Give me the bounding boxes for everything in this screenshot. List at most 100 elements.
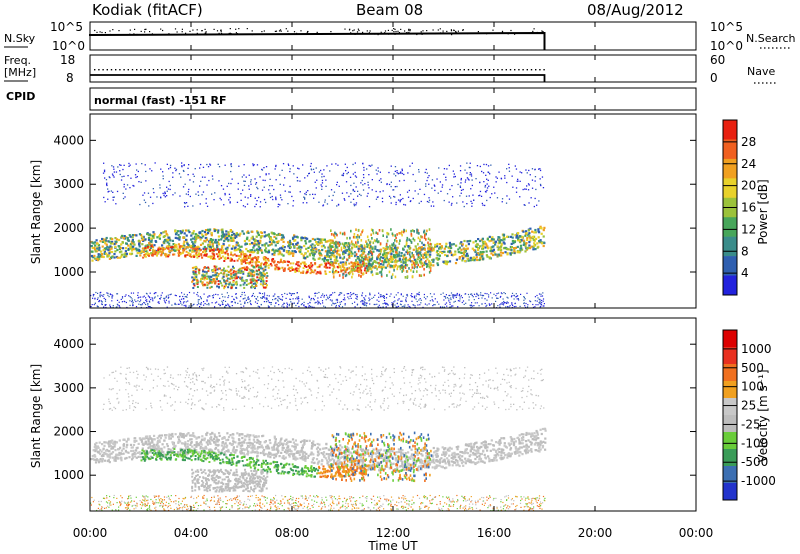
echo-cell [135,247,138,250]
echo-cell [343,232,346,236]
echo-cell [364,267,367,270]
echo-cell [202,275,205,278]
echo-cell [107,292,109,294]
echo-cell [500,244,503,247]
freq-tick-bottom: 8 [66,71,74,85]
echo-cell [396,240,398,243]
echo-cell [309,272,312,275]
echo-cell [194,239,197,242]
echo-cell [298,305,300,308]
echo-cell [518,454,521,457]
echo-cell [183,232,186,235]
echo-cell [340,246,343,250]
echo-cell [342,263,344,266]
echo-cell [417,253,420,257]
echo-cell [250,303,252,306]
echo-cell [409,255,412,259]
echo-cell [497,242,500,245]
echo-cell [181,166,183,168]
echo-cell [270,242,273,245]
nave-point [161,69,163,71]
echo-cell [487,165,490,167]
echo-cell [256,230,259,233]
echo-cell [484,184,487,187]
echo-cell [305,266,308,268]
echo-cell [324,270,327,273]
echo-cell [202,235,205,238]
nave-point [493,69,495,71]
echo-cell [112,166,115,168]
echo-cell [344,261,347,265]
echo-cell [211,252,214,255]
echo-cell [270,239,273,242]
echo-cell [153,233,156,236]
echo-cell [297,264,300,267]
echo-cell [390,202,392,204]
echo-cell [224,284,227,287]
echo-cell [248,243,251,246]
echo-cell [444,245,448,248]
echo-cell [308,173,310,175]
echo-cell [133,247,136,251]
echo-cell [383,252,386,255]
echo-cell [302,164,304,166]
echo-cell [348,272,351,276]
echo-cell [508,170,511,172]
echo-cell [313,197,315,199]
echo-cell [368,297,370,299]
echo-cell [164,230,167,233]
echo-cell [120,243,123,246]
echo-cell [382,261,385,264]
echo-cell [291,195,293,198]
echo-cell [323,175,325,178]
echo-cell [365,257,368,260]
echo-cell [217,241,220,244]
echo-cell [508,198,511,200]
echo-cell [461,301,463,304]
nsky-point [109,33,111,36]
nsky-point [393,31,395,33]
echo-cell [219,250,222,253]
echo-cell [245,283,248,286]
echo-cell [267,266,270,269]
echo-cell [242,232,245,235]
echo-cell [144,248,147,251]
echo-cell [395,175,397,177]
echo-cell [374,265,377,268]
echo-cell [95,239,98,242]
echo-cell [453,294,455,296]
echo-cell [412,270,415,273]
echo-cell [353,203,355,205]
echo-cell [494,241,497,244]
echo-cell [297,298,299,300]
echo-cell [337,249,340,252]
echo-cell [142,251,145,253]
echo-cell [399,303,402,305]
echo-cell [410,232,413,236]
echo-cell [390,293,392,295]
echo-cell [500,295,502,298]
echo-cell [314,295,316,297]
echo-cell [334,247,336,251]
echo-cell [371,237,373,240]
echo-cell [531,187,534,189]
echo-cell [393,195,395,198]
echo-cell [319,303,322,305]
echo-cell [258,292,260,294]
echo-cell [123,164,125,166]
echo-cell [527,189,530,191]
echo-cell [541,176,544,178]
echo-cell [304,237,307,240]
echo-cell [222,273,225,276]
echo-cell [363,244,366,247]
echo-cell [473,305,475,307]
echo-cell [256,276,259,279]
echo-cell [486,245,489,248]
echo-cell [406,236,409,240]
echo-cell [237,188,239,190]
echo-cell [431,179,434,181]
echo-cell [448,201,450,203]
echo-cell [140,456,143,459]
echo-cell [102,255,105,259]
echo-cell [183,244,186,247]
